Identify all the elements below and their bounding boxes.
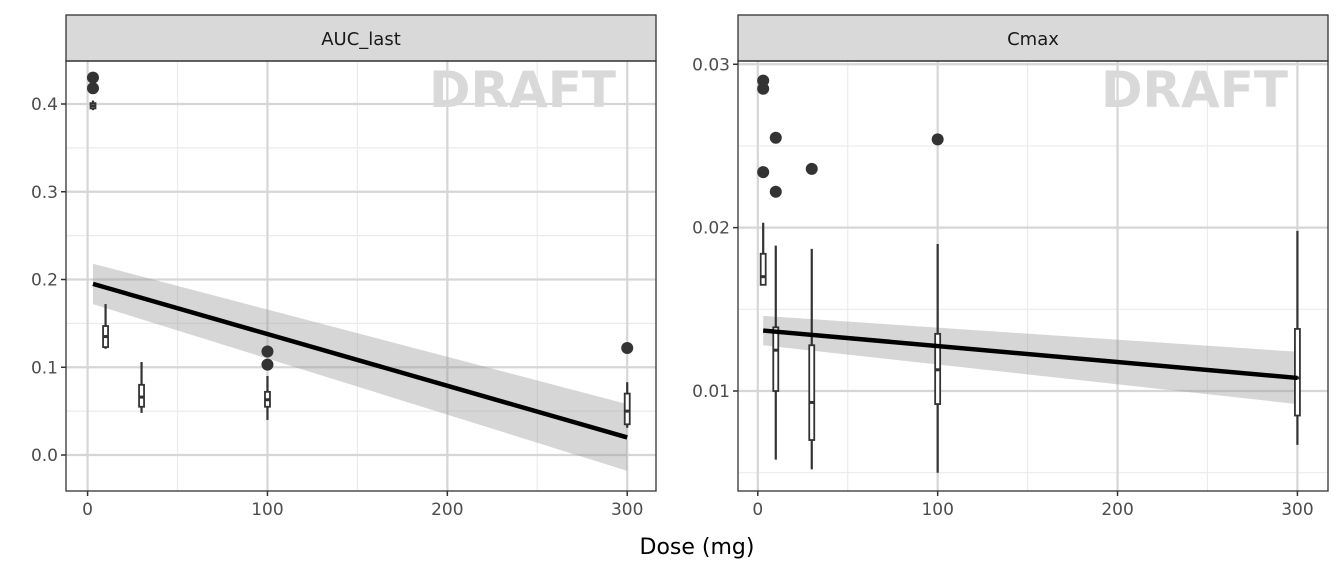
facet-strip [65,14,657,62]
panel-auc-last: 0.0 0.1 0.2 0.3 0.4 0 100 200 300 DRAFT AUC_last [31,14,657,520]
x-tick-label: 200 [431,500,463,520]
x-tick-label: 100 [251,500,283,520]
facet-strip [737,14,1329,62]
boxplot-dose-10 [102,304,109,349]
boxplot-dose-300 [621,341,634,428]
panel-cmax: 0.01 0.02 0.03 0 100 200 300 DRAFT Cmax [692,14,1329,520]
boxplot-dose-100 [931,133,944,473]
box [759,252,767,286]
outlier-point [757,166,770,179]
draft-watermark: DRAFT [429,61,616,119]
boxplot-dose-3 [86,71,99,111]
outlier-point [86,82,99,95]
outlier-point [621,341,634,354]
box [772,326,780,392]
y-tick-label: 0.4 [31,95,58,115]
boxplot-dose-30 [805,162,818,470]
box [623,392,631,426]
x-tick-label: 100 [921,500,953,520]
outlier-point [261,345,274,358]
draft-watermark: DRAFT [1101,61,1288,119]
y-tick-label: 0.2 [31,271,58,291]
boxplot-dose-100 [261,345,274,420]
outlier-point [86,71,99,84]
outlier-point [931,133,944,146]
confidence-band [763,315,1298,405]
x-axis-label: Dose (mg) [640,535,755,560]
y-tick-label: 0.03 [692,55,730,75]
panel-border [65,60,657,492]
outlier-point [769,185,782,198]
boxplot-dose-10 [769,131,782,460]
x-tick-label: 300 [611,500,643,520]
outlier-point [805,162,818,175]
facet-strip-label: Cmax [1007,29,1059,50]
box [1294,328,1301,417]
y-tick-label: 0.01 [692,382,730,402]
facet-strip-label: AUC_last [321,29,401,50]
panel-border [737,60,1329,492]
confidence-band [92,263,628,471]
y-tick-label: 0.0 [31,446,58,466]
outlier-point [769,131,782,144]
boxplot-dose-30 [138,362,145,413]
box [808,344,816,441]
y-tick-label: 0.3 [31,183,58,203]
regression-line [92,281,628,440]
plot-background [738,61,1328,491]
x-tick-label: 0 [752,500,763,520]
outlier-point [261,358,274,371]
y-tick-label: 0.02 [692,219,730,239]
x-tick-label: 300 [1281,500,1313,520]
y-tick-label: 0.1 [31,358,58,378]
x-tick-label: 200 [1101,500,1133,520]
regression-line [762,328,1298,381]
outlier-point [757,74,770,87]
boxplot-dose-3 [757,74,770,286]
x-tick-label: 0 [82,500,93,520]
